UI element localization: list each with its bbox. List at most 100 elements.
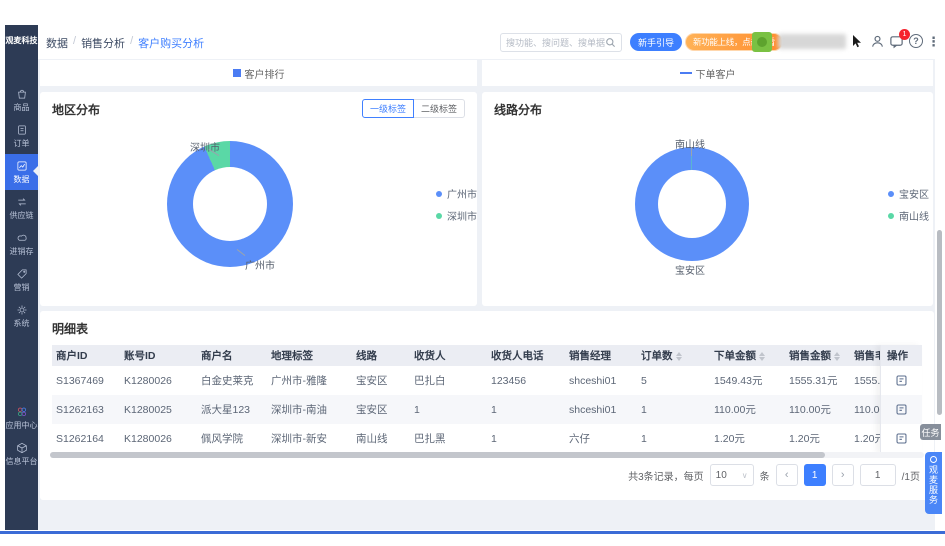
search-input[interactable] (506, 37, 605, 48)
square-marker-icon (232, 69, 241, 77)
legend-item-shenzhen[interactable]: 深圳市 (436, 208, 477, 223)
donut-hole (193, 167, 267, 241)
sidebar-item-system[interactable]: 系统 (5, 298, 38, 334)
sidebar-item-supply-chain[interactable]: 供应链 (5, 190, 38, 226)
vertical-scrollbar-thumb[interactable] (937, 230, 942, 415)
col-order-count: 订单数 (637, 345, 710, 366)
page-size-select[interactable]: 10 ∨ (709, 464, 754, 486)
document-icon (17, 125, 26, 134)
mouse-cursor (853, 35, 861, 48)
cube-icon (16, 442, 27, 453)
table-row[interactable]: S1262163 K1280025 派大星123 深圳市-南油 宝安区 1 1 shce… (52, 395, 922, 424)
app-center-icon (17, 407, 26, 416)
breadcrumb-sales-analysis[interactable]: 销售分析 (81, 38, 126, 50)
slice-label-baoan: 宝安区 (675, 266, 705, 277)
col-operations: 操作 (881, 345, 922, 366)
top-header: 数据 / 销售分析 / 客户购买分析 新手引导 新功能上线，点击查看 1 ? ⋮ (38, 25, 940, 59)
tab-level-2[interactable]: 二级标签 (412, 99, 465, 118)
sidebar-item-data[interactable]: 数据 (5, 154, 38, 190)
legend-item-baoan[interactable]: 宝安区 (888, 186, 929, 201)
breadcrumb-current: 客户购买分析 (138, 38, 205, 50)
current-page-button[interactable]: 1 (803, 464, 826, 486)
route-chart-title: 线路分布 (494, 103, 543, 117)
tab-level-1[interactable]: 一级标签 (361, 99, 414, 118)
table-body: S1367469 K1280026 白金史莱克 广州市-雅隆 宝安区 巴扎白 1234… (52, 366, 922, 453)
guide-button[interactable]: 新手引导 (630, 33, 683, 51)
col-account-id: 账号ID (120, 345, 197, 366)
legend-dot (888, 190, 894, 197)
horizontal-scrollbar-thumb[interactable] (50, 452, 825, 458)
sort-sales-amount[interactable] (834, 351, 840, 361)
gear-icon (17, 305, 26, 314)
operations-fixed-column: 操作 (880, 345, 922, 453)
sidebar-item-app-center[interactable]: 应用中心 (5, 400, 38, 436)
table-title: 明细表 (52, 322, 89, 336)
operation-cell (881, 366, 922, 395)
table-row[interactable]: S1262164 K1280026 佩风学院 深圳市-新安 南山线 巴扎黑 1 六仔 1… (56, 432, 885, 446)
avatar[interactable] (752, 32, 772, 52)
operation-cell (881, 424, 922, 453)
detail-icon[interactable] (895, 432, 908, 445)
sidebar-item-goods[interactable]: 商品 (5, 82, 38, 118)
card-ordering-customers: 下单客户 (482, 60, 933, 86)
page-jump-input[interactable] (859, 464, 896, 486)
tag-icon (16, 269, 26, 279)
total-pages-text: /1页 (901, 471, 920, 483)
unit-text: 条 (759, 471, 770, 483)
slice-label-shenzhen: 深圳市 (190, 143, 220, 154)
route-donut-chart[interactable] (635, 147, 749, 261)
exchange-arrows-icon (17, 197, 26, 206)
sort-order-amount[interactable] (759, 351, 765, 361)
region-donut-chart[interactable] (167, 141, 293, 267)
legend-ordering-customers[interactable]: 下单客户 (679, 66, 736, 81)
message-icon[interactable]: 1 (889, 29, 910, 49)
global-search[interactable] (500, 33, 622, 52)
chevron-down-icon: ∨ (741, 470, 748, 480)
task-tab[interactable]: 任务 (920, 424, 941, 440)
col-route: 线路 (352, 345, 410, 366)
col-geo-tag: 地理标签 (267, 345, 352, 366)
card-detail-table: 明细表 商户ID 账号ID 商户名 地理标签 线路 (40, 311, 934, 500)
sidebar-item-info-platform[interactable]: 信息平台 (5, 436, 38, 472)
slice-label-nanshan: 南山线 (675, 140, 705, 151)
card-route-distribution: 线路分布 南山线 宝安区 宝安区 南山线 (482, 92, 933, 306)
col-sales-manager: 销售经理 (565, 345, 637, 366)
search-icon[interactable] (605, 37, 616, 48)
col-merchant-id: 商户ID (52, 345, 120, 366)
sidebar-item-orders[interactable]: 订单 (5, 118, 38, 154)
col-merchant-name: 商户名 (197, 345, 267, 366)
legend-item-guangzhou[interactable]: 广州市 (436, 186, 477, 201)
support-icon[interactable] (870, 34, 885, 49)
service-tab[interactable]: 观麦服务 (925, 452, 942, 514)
legend-dot (436, 190, 442, 197)
region-chart-title: 地区分布 (52, 103, 101, 117)
line-marker-icon (679, 72, 692, 74)
detail-table: 商户ID 账号ID 商户名 地理标签 线路 收货人 收货人电话 销售经理 订单数… (52, 345, 922, 453)
app-logo: 观麦科技 (5, 35, 38, 45)
active-item-notch (33, 166, 38, 176)
next-page-button[interactable]: › (831, 464, 854, 486)
sidebar-item-marketing[interactable]: 营销 (5, 262, 38, 298)
prev-page-button[interactable]: ‹ (775, 464, 798, 486)
detail-icon[interactable] (895, 374, 908, 387)
user-name-blur (778, 34, 846, 49)
legend-item-nanshan[interactable]: 南山线 (888, 208, 929, 223)
horizontal-scrollbar (50, 452, 924, 458)
breadcrumb-data[interactable]: 数据 (46, 38, 68, 50)
operation-cell (881, 395, 922, 424)
help-icon[interactable]: ? (909, 34, 923, 48)
sort-order-count[interactable] (675, 351, 682, 361)
legend-customer-ranking[interactable]: 客户排行 (232, 66, 285, 81)
sidebar-item-inventory[interactable]: 进销存 (5, 226, 38, 262)
table-row[interactable]: S1367469 K1280026 白金史莱克 广州市-雅隆 宝安区 巴扎白 1234… (56, 374, 903, 388)
label-level-tabs: 一级标签 二级标签 (361, 99, 465, 118)
detail-icon[interactable] (895, 403, 908, 416)
slice-label-guangzhou: 广州市 (245, 261, 275, 272)
more-menu-icon[interactable]: ⋮ (927, 34, 940, 49)
breadcrumb: 数据 / 销售分析 / 客户购买分析 (46, 35, 205, 50)
col-consignee-phone: 收货人电话 (487, 345, 565, 366)
bag-icon (17, 89, 26, 98)
card-region-distribution: 地区分布 一级标签 二级标签 深圳市 广州市 广州市 深圳市 (40, 92, 477, 306)
total-records-text: 共3条记录，每页 (628, 471, 704, 483)
